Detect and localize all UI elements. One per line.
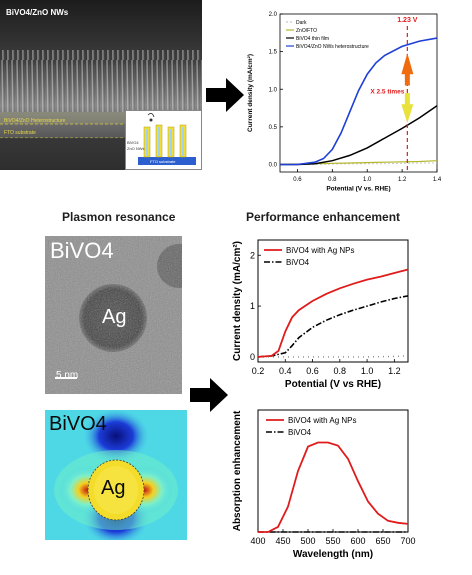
x-tick-label: 0.6 xyxy=(306,366,319,376)
tem-image-panel xyxy=(45,236,182,394)
mid-right-chart: 0.2 0.4 0.6 0.8 1.0 1.2 0 1 2 Potential (V vs RHE… xyxy=(228,232,472,394)
x-tick-label: 0.4 xyxy=(279,366,292,376)
series-line-bivo4 xyxy=(257,295,409,358)
legend-label-bivo4-ag: BiVO4 with Ag NPs xyxy=(286,246,354,255)
right-arrow-icon-top xyxy=(206,78,244,112)
header-performance: Performance enhancement xyxy=(246,210,401,224)
y-tick-label: 0.0 xyxy=(269,163,278,169)
x-axis-label: Wavelength (nm) xyxy=(293,549,373,560)
x-tick-label: 400 xyxy=(250,536,265,546)
legend-label-bivo4-ag: BiVO4 with Ag NPs xyxy=(288,416,356,425)
x-tick-label: 1.4 xyxy=(433,177,442,183)
top-chart-svg: 0.6 0.8 1.0 1.2 1.4 0.0 0.5 1.0 1.5 2.0 Potential … xyxy=(247,12,442,193)
plot-frame xyxy=(257,409,409,533)
x-tick-label: 1.0 xyxy=(361,366,374,376)
y-tick-label: 1.0 xyxy=(269,87,278,93)
inset-label-fto: FTO substrate xyxy=(150,159,176,164)
fdtd-particle-label: Ag xyxy=(101,477,126,499)
x-axis-label: Potential (V vs. RHE) xyxy=(326,186,390,193)
x-tick-label: 0.2 xyxy=(252,366,265,376)
right-arrow-icon-bottom xyxy=(190,378,228,412)
fdtd-label: BiVO4 xyxy=(49,413,107,435)
y-tick-label: 1 xyxy=(250,301,255,311)
y-tick-label: 2 xyxy=(250,250,255,260)
fdtd-field-map xyxy=(45,410,187,540)
inset-label-bivo4: BiVO4 xyxy=(127,140,139,145)
annotation-times: X 2.5 times xyxy=(370,89,404,96)
y-tick-label: 0 xyxy=(250,352,255,362)
x-tick-label: 500 xyxy=(300,536,315,546)
x-axis-label: Potential (V vs RHE) xyxy=(285,379,381,390)
y-tick-label: 0.5 xyxy=(269,125,278,131)
x-tick-label: 450 xyxy=(275,536,290,546)
y-tick-label: 1.5 xyxy=(269,50,278,56)
x-tick-label: 700 xyxy=(400,536,415,546)
legend-label: BiVO4 thin film xyxy=(296,36,329,42)
legend-label: ZnO/FTO xyxy=(296,28,317,34)
legend-label: Dark xyxy=(296,20,307,26)
x-tick-label: 1.0 xyxy=(363,177,372,183)
y-axis-label: Absorption enhancement xyxy=(232,410,243,531)
legend-label-bivo4: BiVO4 xyxy=(286,258,310,267)
field-map-image xyxy=(45,410,187,540)
sem-layer-fto: FTO substrate xyxy=(4,130,36,136)
y-axis-label: Current density (mA/cm²) xyxy=(247,54,254,132)
x-tick-label: 0.6 xyxy=(293,177,302,183)
plot-frame xyxy=(279,13,438,173)
x-tick-label: 1.2 xyxy=(388,366,401,376)
x-tick-label: 550 xyxy=(325,536,340,546)
bottom-right-chart: 400 450 500 550 600 650 700 Wavelength (nm) Abso… xyxy=(228,402,472,564)
x-tick-label: 650 xyxy=(375,536,390,546)
x-tick-label: 0.8 xyxy=(334,366,347,376)
sem-inset-schematic xyxy=(125,110,202,170)
x-tick-label: 600 xyxy=(350,536,365,546)
up-arrow-icon-small xyxy=(401,93,414,124)
legend-label-bivo4: BiVO4 xyxy=(288,428,312,437)
tem-particle-label: Ag xyxy=(102,306,127,328)
series-line-bivo4-zno-nws xyxy=(280,37,438,166)
top-right-chart: 0.6 0.8 1.0 1.2 1.4 0.0 0.5 1.0 1.5 2.0 Potential … xyxy=(240,0,472,200)
y-axis-label: Current density (mA/cm²) xyxy=(232,241,243,361)
y-tick-label: 2.0 xyxy=(269,12,278,18)
header-plasmon: Plasmon resonance xyxy=(62,210,176,224)
tem-scale-bar-label: 5 nm xyxy=(56,370,79,381)
inset-label-zno: ZnO NWs xyxy=(127,146,145,151)
series-line-bivo4-ag xyxy=(258,441,409,533)
mid-chart-svg: 0.2 0.4 0.6 0.8 1.0 1.2 0 1 2 Potential (V vs RHE… xyxy=(232,239,409,390)
series-line-bivo4-ag xyxy=(257,268,409,358)
x-tick-label: 0.8 xyxy=(328,177,337,183)
up-arrow-icon xyxy=(401,53,414,86)
sem-title: BiVO4/ZnO NWs xyxy=(6,8,69,17)
nanowire-schematic xyxy=(138,113,196,165)
tem-label: BiVO4 xyxy=(50,238,114,263)
marker-label: 1.23 V xyxy=(397,17,418,24)
x-tick-label: 1.2 xyxy=(398,177,407,183)
tem-image xyxy=(45,236,182,394)
legend-label: BiVO4/ZnO NWs heterostructure xyxy=(296,44,369,50)
bottom-chart-svg: 400 450 500 550 600 650 700 Wavelength (nm) Abso… xyxy=(232,409,416,560)
sem-layer-heterostructure: BiVO4/ZnO Heterostructure xyxy=(4,118,66,124)
